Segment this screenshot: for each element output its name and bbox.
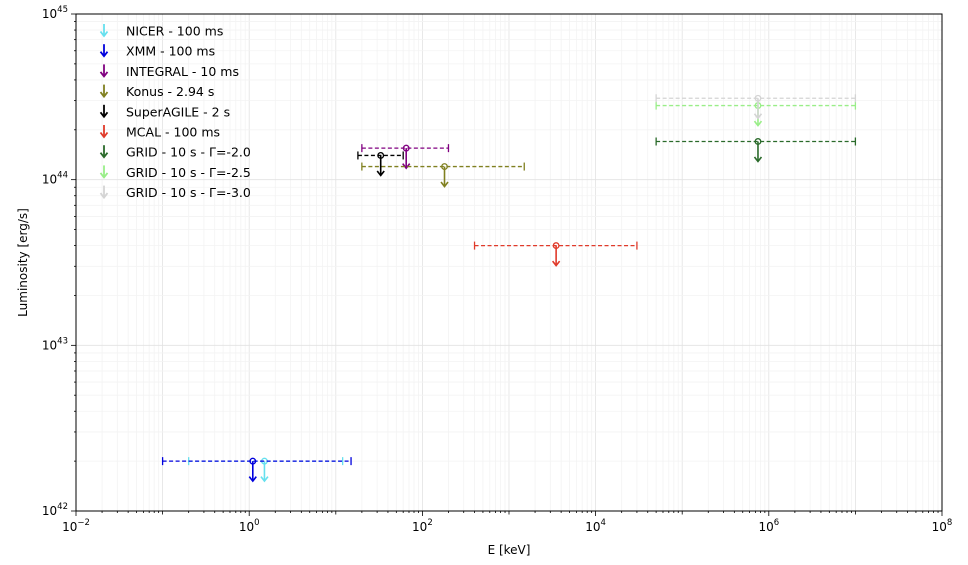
series-8-arrow-head: [753, 113, 763, 120]
series-4-marker: [377, 152, 385, 159]
legend-label: MCAL - 100 ms: [126, 125, 220, 140]
y-tick-base: 10: [42, 504, 57, 518]
series-3-arrow-head: [440, 181, 449, 188]
series-1: [161, 457, 352, 483]
data-series: [161, 94, 857, 483]
legend-entry: XMM - 100 ms: [99, 44, 215, 59]
y-tick-exponent: 44: [57, 171, 68, 181]
y-tick-label: 1044: [42, 171, 68, 187]
y-tick-exponent: 43: [57, 336, 68, 346]
series-6: [655, 137, 857, 163]
legend-label: NICER - 100 ms: [126, 24, 223, 39]
x-tick-base: 10: [62, 520, 77, 534]
series-1-arrow-head: [248, 476, 257, 483]
legend-arrow-head: [99, 71, 109, 78]
x-tick-label: 102: [412, 518, 433, 534]
series-4: [357, 151, 404, 177]
x-tick-exponent: 0: [254, 518, 259, 528]
x-tick-label: 10−2: [62, 518, 90, 534]
legend-entry: GRID - 10 s - Γ=-2.0: [99, 145, 251, 160]
series-0-arrow-head: [260, 476, 269, 483]
x-tick-label: 100: [239, 518, 260, 534]
legend-label: GRID - 10 s - Γ=-3.0: [126, 185, 251, 200]
x-tick-exponent: 8: [947, 518, 952, 528]
legend-label: XMM - 100 ms: [126, 44, 215, 59]
legend-arrow-head: [99, 91, 109, 99]
series-7-arrow-head: [753, 120, 763, 127]
x-tick-label: 108: [932, 518, 953, 534]
x-tick-exponent: −2: [77, 518, 90, 528]
legend-entry: GRID - 10 s - Γ=-2.5: [99, 165, 251, 180]
x-tick-base: 10: [585, 520, 600, 534]
legend-arrow-head: [99, 30, 109, 38]
series-5: [473, 241, 638, 267]
legend-arrow-head: [99, 192, 109, 200]
x-tick-exponent: 6: [774, 518, 779, 528]
series-8: [655, 94, 857, 120]
legend-arrow-head: [99, 111, 109, 119]
legend-arrow-head: [99, 51, 109, 58]
series-6-marker: [754, 138, 762, 145]
legend-label: SuperAGILE - 2 s: [126, 104, 230, 119]
y-tick-label: 1045: [42, 5, 68, 21]
legend-label: Konus - 2.94 s: [126, 84, 214, 99]
x-tick-exponent: 2: [427, 518, 432, 528]
series-4-arrow-head: [376, 170, 385, 177]
legend-entry: NICER - 100 ms: [99, 24, 223, 39]
x-tick-exponent: 4: [601, 518, 606, 528]
legend-label: GRID - 10 s - Γ=-2.0: [126, 145, 251, 160]
x-tick-base: 10: [412, 520, 427, 534]
x-tick-base: 10: [932, 520, 947, 534]
series-3-marker: [441, 163, 448, 170]
series-3: [361, 162, 525, 188]
series-2-marker: [402, 144, 410, 152]
legend-label: GRID - 10 s - Γ=-2.5: [126, 165, 251, 180]
legend-entry: GRID - 10 s - Γ=-3.0: [99, 185, 251, 200]
y-tick-base: 10: [42, 173, 57, 187]
series-2: [361, 144, 450, 170]
y-tick-base: 10: [42, 7, 57, 21]
legend-label: INTEGRAL - 10 ms: [126, 64, 239, 79]
x-tick-label: 104: [585, 518, 606, 534]
y-axis-label: Luminosity [erg/s]: [16, 208, 30, 317]
series-8-marker: [754, 94, 762, 102]
y-tick-exponent: 45: [57, 5, 68, 15]
x-tick-base: 10: [758, 520, 773, 534]
series-5-arrow-head: [551, 260, 561, 267]
legend-entry: Konus - 2.94 s: [99, 84, 214, 99]
y-tick-exponent: 42: [57, 502, 68, 512]
series-2-arrow-head: [402, 163, 411, 170]
y-tick-base: 10: [42, 338, 57, 352]
series-5-marker: [552, 242, 560, 250]
x-axis-label: E [keV]: [488, 543, 531, 557]
series-1-marker: [249, 457, 257, 465]
legend-arrow-head: [99, 131, 109, 139]
y-tick-label: 1042: [42, 502, 68, 518]
legend-arrow-head: [99, 152, 109, 159]
y-tick-label: 1043: [42, 336, 68, 352]
legend-entry: INTEGRAL - 10 ms: [99, 64, 239, 79]
x-tick-base: 10: [239, 520, 254, 534]
legend-entry: SuperAGILE - 2 s: [99, 104, 230, 119]
legend: NICER - 100 ms XMM - 100 ms INTEGRAL - 10 …: [99, 24, 251, 200]
legend-entry: MCAL - 100 ms: [99, 125, 220, 140]
series-6-arrow-head: [753, 156, 763, 163]
x-tick-label: 106: [758, 518, 779, 534]
legend-arrow-head: [99, 172, 109, 179]
